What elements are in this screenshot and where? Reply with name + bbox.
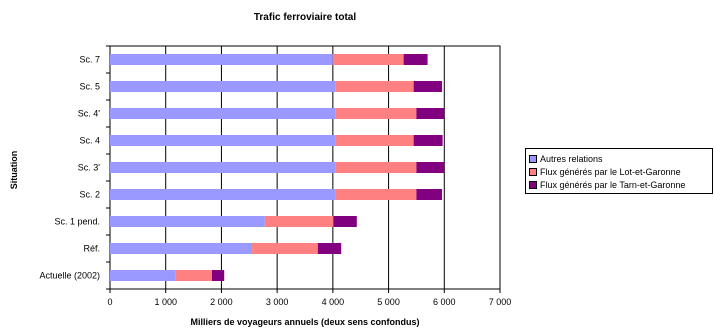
y-tick-label: Sc. 2	[79, 190, 100, 200]
legend-label: Flux générés par le Tarn-et-Garonne	[540, 179, 686, 190]
x-tick-label: 5 000	[377, 297, 400, 307]
legend-item: Flux générés par le Lot-et-Garonne	[529, 165, 712, 178]
bar-segment	[110, 54, 333, 65]
chart-title: Trafic ferroviaire total	[253, 12, 357, 23]
bar-segment	[335, 135, 414, 146]
x-tick-label: 2 000	[210, 297, 233, 307]
legend-label: Autres relations	[540, 153, 603, 164]
y-tick-label: Sc. 4	[79, 136, 100, 146]
bar-segment	[264, 216, 334, 227]
y-tick-label: Réf.	[83, 244, 100, 254]
bar-segment	[335, 162, 417, 173]
x-tick-label: 7 000	[489, 297, 512, 307]
y-tick-label: Actuelle (2002)	[39, 271, 100, 281]
bar-segment	[335, 108, 417, 119]
bar-segment	[110, 216, 265, 227]
y-tick-label: Sc. 7	[79, 55, 100, 65]
bar-segment	[332, 54, 404, 65]
x-axis-label: Milliers de voyageurs annuels (deux sens…	[190, 317, 420, 327]
x-tick-label: 1 000	[154, 297, 177, 307]
x-tick-label: 3 000	[266, 297, 289, 307]
x-tick-label: 4 000	[322, 297, 345, 307]
bar-segment	[413, 81, 443, 92]
bar-segment	[335, 81, 414, 92]
bar-segment	[110, 243, 253, 254]
bar-segment	[335, 189, 417, 200]
bar-segment	[211, 270, 225, 281]
legend: Autres relations Flux générés par le Lot…	[525, 148, 713, 194]
bar-segment	[413, 135, 443, 146]
y-tick-label: Sc. 4'	[78, 109, 101, 119]
legend-label: Flux générés par le Lot-et-Garonne	[540, 166, 681, 177]
y-tick-label: Sc. 3'	[78, 163, 101, 173]
y-axis-label: Situation	[9, 150, 19, 190]
legend-item: Flux générés par le Tarn-et-Garonne	[529, 178, 712, 191]
x-tick-label: 6 000	[433, 297, 456, 307]
bar-segment	[110, 162, 336, 173]
legend-swatch	[529, 154, 537, 163]
x-tick-label: 0	[107, 297, 112, 307]
bar-segment	[110, 270, 176, 281]
bar-segment	[333, 216, 357, 227]
bar-segment	[110, 189, 336, 200]
bar-segment	[416, 108, 445, 119]
y-tick-label: Sc. 5	[79, 82, 100, 92]
legend-swatch	[529, 180, 537, 189]
bar-segment	[175, 270, 212, 281]
bar-segment	[110, 135, 336, 146]
bar-segment	[403, 54, 428, 65]
bar-segment	[317, 243, 342, 254]
bar-segment	[252, 243, 318, 254]
bar-segment	[416, 162, 445, 173]
bar-segment	[110, 81, 336, 92]
legend-item: Autres relations	[529, 152, 712, 165]
bar-segment	[110, 108, 336, 119]
y-tick-label: Sc. 1 pend.	[54, 217, 100, 227]
legend-swatch	[529, 167, 537, 176]
bar-segment	[416, 189, 443, 200]
